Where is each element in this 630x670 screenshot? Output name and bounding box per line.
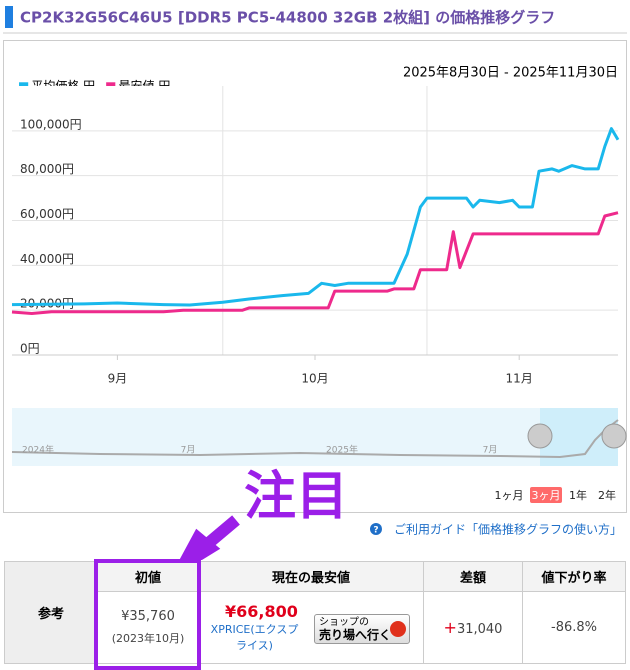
range-button[interactable] — [530, 487, 562, 503]
range-button[interactable] — [566, 487, 590, 503]
navigator-label: 2024年 — [22, 444, 54, 456]
shop-button-text: ショップの — [319, 617, 369, 628]
summary: 参考 初値 現在の最安値 差額 値下がり率 ¥35,760 (2023年10月) … — [4, 561, 626, 664]
current-cell: ¥66,800 XPRICE(エクスプライス) ショップの 売り場へ行く — [198, 591, 424, 664]
y-tick-label: 60,000円 — [20, 207, 74, 221]
help-icon-mark: ? — [373, 526, 378, 536]
arrow — [179, 515, 240, 560]
navigator-handle[interactable] — [601, 423, 627, 449]
initial-date: (2023年10月) — [111, 632, 185, 645]
annotation: 注目 — [244, 467, 348, 527]
x-tick-label: 9月 — [108, 372, 128, 386]
navigator-label: 7月 — [483, 445, 498, 456]
guide-link[interactable]: ご利用ガイド「価格推移グラフの使い方」 — [394, 522, 622, 537]
diff-sign: + — [443, 618, 457, 637]
page-title: CP2K32G56C46U5 [DDR5 PC5-44800 32GB 2枚組]… — [20, 9, 555, 27]
y-tick-label: 0円 — [20, 342, 40, 356]
x-tick-label: 10月 — [301, 372, 328, 386]
current-price: ¥66,800 — [225, 602, 298, 621]
shop-button[interactable]: ショップの 売り場へ行く — [314, 614, 410, 644]
shop-button-text: 売り場へ行く — [319, 628, 392, 642]
navigator-label: 2025年 — [326, 444, 358, 456]
y-tick-label: 100,000円 — [20, 117, 82, 131]
range-button[interactable] — [492, 487, 526, 503]
initial-price: ¥35,760 — [121, 609, 175, 624]
range-button-label[interactable]: 2年 — [598, 488, 616, 502]
help-icon — [370, 523, 382, 535]
range-button-label[interactable]: 1ヶ月 — [495, 489, 524, 502]
shop-link[interactable]: XPRICE(エクスプライス) — [210, 623, 299, 652]
diff: 31,040 — [456, 622, 503, 637]
navigator-line — [11, 419, 619, 459]
x-tick-label: 11月 — [506, 372, 533, 386]
rate-cell: -86.8% — [522, 591, 626, 664]
navigator-handle[interactable] — [527, 423, 553, 449]
range-button[interactable] — [595, 487, 619, 503]
date-range: 2025年8月30日 - 2025年11月30日 — [403, 66, 618, 81]
header-cell: 差額 — [423, 561, 523, 592]
price-line — [11, 211, 619, 315]
initial-cell: ¥35,760 (2023年10月) — [97, 591, 199, 664]
legend-marker: ■ — [105, 79, 116, 93]
header-cell: 値下がり率 — [522, 561, 626, 592]
legend-marker: ■ — [18, 79, 29, 93]
range-button-label[interactable]: 1年 — [569, 488, 587, 502]
title-marker — [5, 6, 13, 28]
row-label: 参考 — [4, 561, 98, 664]
header-cell: 現在の最安値 — [198, 561, 424, 592]
navigator-label: 7月 — [181, 445, 196, 456]
diff-cell: +31,040 — [423, 591, 523, 664]
chart: CP2K32G56C46U5 [DDR5 PC5-44800 32GB 2枚組]… — [3, 6, 627, 560]
chart-frame — [3, 40, 627, 513]
summary-table: 参考 初値 現在の最安値 差額 値下がり率 ¥35,760 (2023年10月) … — [4, 561, 626, 664]
shop-button-icon — [390, 621, 406, 637]
y-tick-label: 80,000円 — [20, 162, 74, 176]
range-button-label[interactable]: 3ヶ月 — [532, 489, 561, 502]
highlight-box — [94, 559, 201, 670]
y-tick-label: 40,000円 — [20, 252, 74, 266]
price-line — [11, 127, 620, 307]
